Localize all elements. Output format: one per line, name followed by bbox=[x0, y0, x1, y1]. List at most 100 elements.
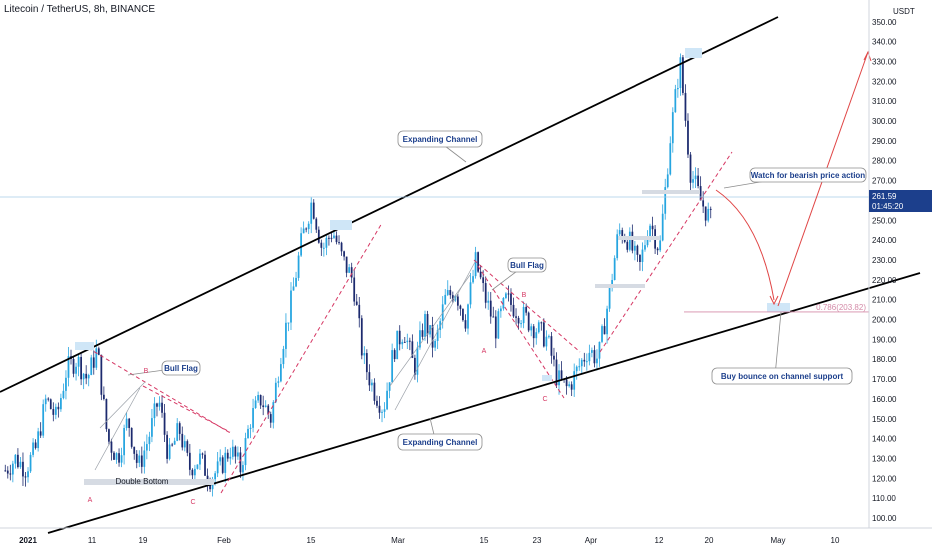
candle-body bbox=[363, 353, 366, 356]
candle-body bbox=[54, 406, 57, 415]
candle-body bbox=[355, 301, 358, 305]
candle-body bbox=[378, 405, 381, 413]
candle-body bbox=[540, 322, 543, 324]
candle-body bbox=[560, 370, 563, 379]
candle-body bbox=[60, 398, 62, 410]
candle-body bbox=[396, 330, 399, 360]
candle-body bbox=[22, 461, 24, 477]
candle-body bbox=[548, 336, 550, 338]
y-tick-label: 180.00 bbox=[872, 355, 897, 364]
candle-body bbox=[613, 258, 616, 281]
support-zone bbox=[595, 284, 645, 288]
candle-body bbox=[310, 202, 313, 224]
candle-body bbox=[588, 352, 591, 362]
candle-body bbox=[24, 476, 27, 478]
candle-body bbox=[429, 325, 431, 335]
y-tick-label: 190.00 bbox=[872, 335, 897, 344]
candle-body bbox=[252, 408, 254, 428]
candle-body bbox=[494, 316, 497, 339]
x-tick-label: 10 bbox=[831, 536, 840, 545]
forecast-drop-arrow bbox=[715, 189, 775, 301]
candle-body bbox=[606, 308, 608, 335]
candle-body bbox=[671, 112, 674, 144]
candle-body bbox=[626, 241, 629, 250]
candle-body bbox=[269, 414, 272, 423]
candle-body bbox=[277, 381, 280, 383]
candle-body bbox=[578, 366, 581, 368]
support-zone bbox=[84, 479, 214, 485]
candle-body bbox=[499, 308, 502, 312]
candle-body bbox=[333, 235, 335, 238]
candle-body bbox=[408, 340, 411, 342]
candle-body bbox=[702, 200, 705, 207]
candle-body bbox=[216, 461, 219, 474]
forecast-drop-arrowhead bbox=[769, 295, 779, 306]
candle-body bbox=[707, 208, 710, 221]
candle-body bbox=[472, 276, 474, 283]
candle-body bbox=[287, 322, 290, 324]
candle-body bbox=[482, 277, 485, 284]
candle-body bbox=[350, 267, 353, 278]
candle-body bbox=[62, 390, 65, 399]
candle-body bbox=[621, 230, 624, 240]
candle-body bbox=[34, 442, 37, 449]
candle-body bbox=[312, 202, 315, 219]
candle-body bbox=[37, 431, 40, 449]
candle-body bbox=[292, 286, 295, 291]
candle-body bbox=[259, 394, 262, 406]
candle-body bbox=[102, 394, 105, 400]
dashed-trend-line bbox=[142, 385, 231, 433]
candle-body bbox=[242, 465, 244, 473]
candle-body bbox=[664, 187, 667, 214]
candle-body bbox=[598, 341, 601, 359]
candle-body bbox=[697, 175, 699, 187]
candle-body bbox=[135, 453, 138, 463]
candle-body bbox=[140, 455, 143, 467]
candle-body bbox=[646, 238, 649, 246]
candle-body bbox=[305, 228, 308, 230]
candle-body bbox=[462, 308, 464, 321]
x-tick-label: 19 bbox=[139, 536, 148, 545]
candle-body bbox=[393, 350, 396, 360]
candle-body bbox=[47, 398, 50, 400]
candle-body bbox=[651, 225, 654, 230]
support-zone bbox=[642, 190, 700, 194]
candle-body bbox=[322, 247, 325, 249]
y-unit-label: USDT bbox=[893, 7, 915, 16]
y-tick-label: 240.00 bbox=[872, 236, 897, 245]
candle-body bbox=[542, 322, 545, 347]
y-tick-label: 340.00 bbox=[872, 38, 897, 47]
candle-body bbox=[168, 444, 171, 459]
y-tick-label: 210.00 bbox=[872, 296, 897, 305]
candle-body bbox=[196, 464, 199, 469]
candle-body bbox=[583, 359, 586, 362]
candle-body bbox=[75, 366, 77, 374]
candle-body bbox=[414, 357, 416, 375]
x-tick-label: 11 bbox=[88, 536, 97, 545]
candle-body bbox=[616, 234, 619, 259]
candle-body bbox=[302, 228, 305, 234]
candle-body bbox=[188, 452, 191, 470]
candle-body bbox=[42, 404, 45, 436]
candle-body bbox=[257, 394, 260, 401]
candle-body bbox=[123, 428, 125, 456]
candle-body bbox=[641, 249, 644, 262]
candle-body bbox=[517, 317, 520, 324]
y-tick-label: 310.00 bbox=[872, 97, 897, 106]
candle-body bbox=[49, 399, 52, 410]
candle-body bbox=[335, 235, 338, 243]
y-tick-label: 170.00 bbox=[872, 375, 897, 384]
candle-body bbox=[345, 256, 348, 273]
candle-body bbox=[416, 347, 419, 375]
y-tick-label: 270.00 bbox=[872, 177, 897, 186]
candle-body bbox=[510, 293, 512, 305]
candle-body bbox=[110, 441, 113, 453]
candle-body bbox=[403, 341, 406, 343]
candle-body bbox=[373, 382, 376, 401]
candle-body bbox=[381, 411, 383, 413]
candle-body bbox=[550, 336, 553, 356]
candle-body bbox=[161, 402, 163, 413]
candle-body bbox=[158, 402, 161, 407]
channel-bottom-line bbox=[47, 272, 921, 534]
